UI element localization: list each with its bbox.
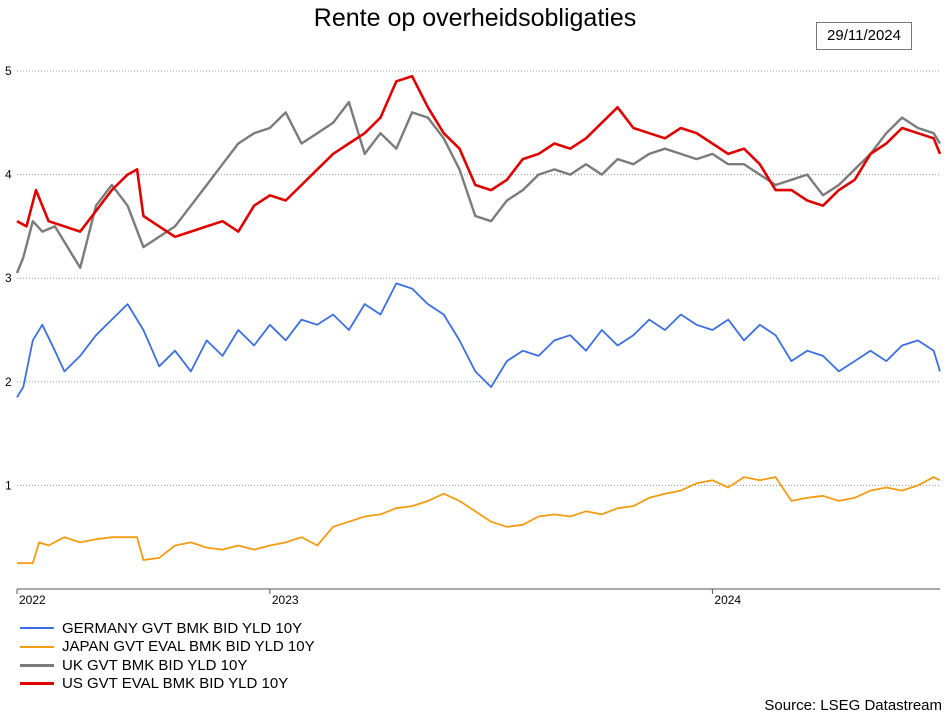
x-axis: 2022 2023 2024 — [16, 588, 940, 607]
legend-item: JAPAN GVT EVAL BMK BID YLD 10Y — [20, 638, 315, 657]
source-note: Source: LSEG Datastream — [764, 697, 942, 714]
legend-item: GERMANY GVT BMK BID YLD 10Y — [20, 619, 315, 638]
y-tick-label: 3 — [5, 271, 12, 285]
x-tick-label: 2023 — [272, 593, 299, 607]
y-axis: 1 2 3 4 5 — [5, 64, 12, 492]
chart-title: Rente op overheidsobligaties — [313, 4, 637, 32]
y-tick-label: 5 — [5, 64, 12, 78]
legend-item: UK GVT BMK BID YLD 10Y — [20, 656, 315, 675]
legend: GERMANY GVT BMK BID YLD 10Y JAPAN GVT EVA… — [20, 619, 315, 693]
legend-swatch — [20, 645, 54, 648]
series-line-2 — [17, 476, 941, 564]
line-chart: 1 2 3 4 5 2022 2023 2024 — [5, 64, 942, 607]
legend-swatch — [20, 682, 54, 686]
x-tick-label: 2024 — [714, 593, 741, 607]
legend-item: US GVT EVAL BMK BID YLD 10Y — [20, 675, 315, 694]
x-tick-label: 2022 — [19, 593, 46, 607]
y-tick-label: 1 — [5, 478, 12, 492]
legend-label: US GVT EVAL BMK BID YLD 10Y — [62, 675, 289, 693]
y-tick-label: 2 — [5, 375, 12, 389]
legend-label: UK GVT BMK BID YLD 10Y — [62, 656, 248, 674]
series-line-1 — [16, 282, 941, 398]
legend-label: GERMANY GVT BMK BID YLD 10Y — [62, 619, 303, 637]
legend-swatch — [20, 663, 54, 667]
gridlines — [17, 70, 940, 486]
series-line-3 — [15, 100, 942, 274]
date-badge: 29/11/2024 — [816, 22, 912, 50]
legend-label: JAPAN GVT EVAL BMK BID YLD 10Y — [62, 638, 315, 656]
series-line-4 — [16, 74, 942, 239]
y-tick-label: 4 — [5, 168, 12, 182]
legend-swatch — [20, 627, 54, 630]
series-lines — [15, 74, 942, 564]
